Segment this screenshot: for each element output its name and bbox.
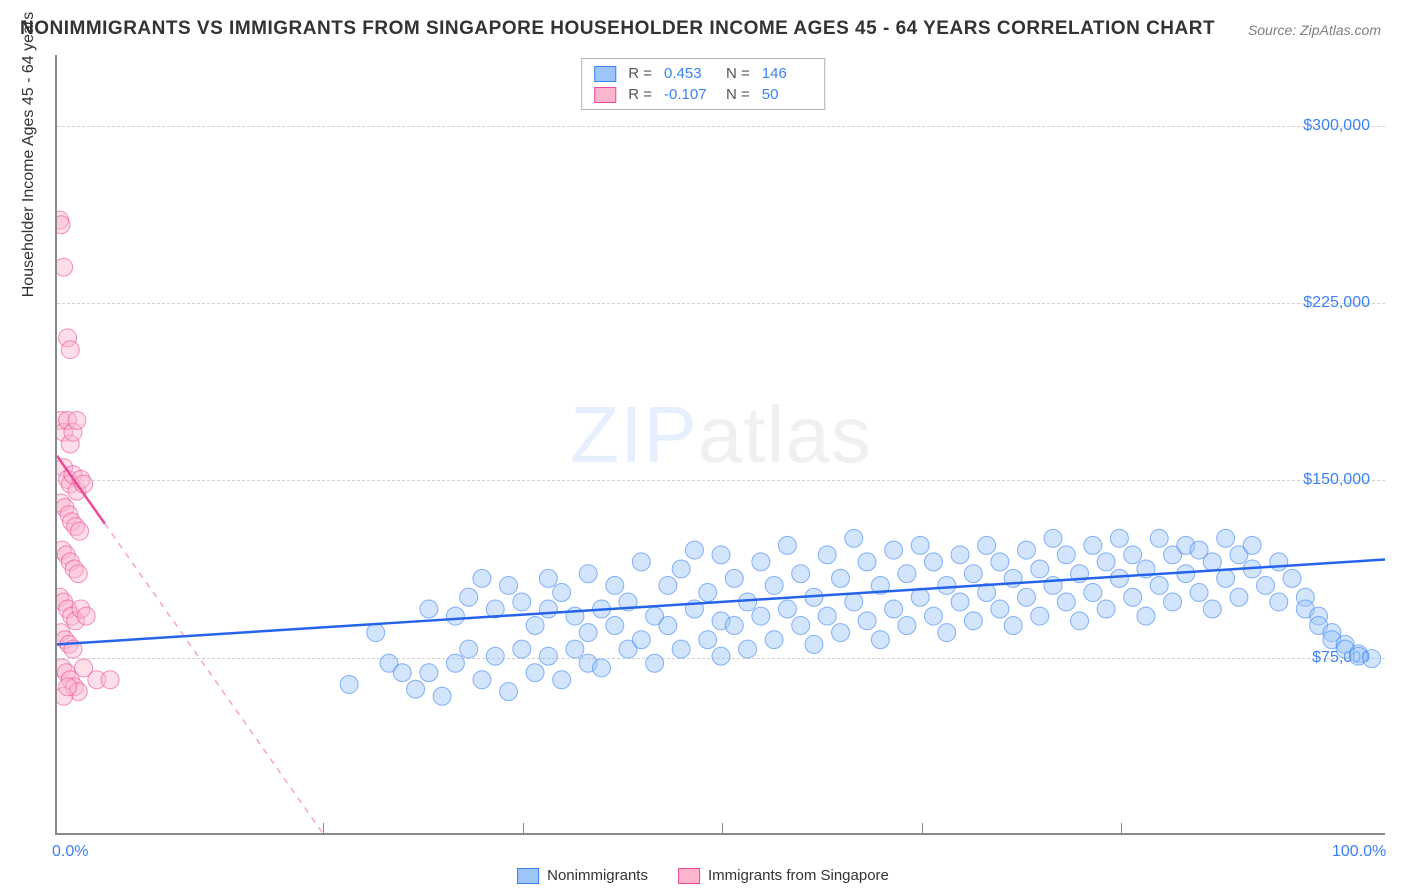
source-attribution: Source: ZipAtlas.com bbox=[1248, 22, 1381, 38]
n-value-2: 50 bbox=[762, 86, 812, 103]
n-label: N = bbox=[726, 65, 750, 82]
legend: Nonimmigrants Immigrants from Singapore bbox=[517, 867, 889, 884]
stats-row-2: R = -0.107 N = 50 bbox=[594, 84, 812, 105]
n-label-2: N = bbox=[726, 86, 750, 103]
plot-area: ZIPatlas $75,000$150,000$225,000$300,000… bbox=[55, 55, 1385, 835]
xtick-label: 100.0% bbox=[1332, 843, 1386, 861]
legend-item-2: Immigrants from Singapore bbox=[678, 867, 889, 884]
swatch-pink bbox=[594, 87, 616, 103]
r-label: R = bbox=[628, 65, 652, 82]
legend-item-1: Nonimmigrants bbox=[517, 867, 648, 884]
r-label-2: R = bbox=[628, 86, 652, 103]
chart-container: NONIMMIGRANTS VS IMMIGRANTS FROM SINGAPO… bbox=[0, 0, 1406, 892]
r-value-1: 0.453 bbox=[664, 65, 714, 82]
swatch-blue bbox=[594, 66, 616, 82]
n-value-1: 146 bbox=[762, 65, 812, 82]
legend-swatch-pink bbox=[678, 868, 700, 884]
plot-svg bbox=[57, 55, 1385, 833]
y-axis-label: Householder Income Ages 45 - 64 years bbox=[20, 12, 38, 298]
r-value-2: -0.107 bbox=[664, 86, 714, 103]
legend-swatch-blue bbox=[517, 868, 539, 884]
stats-row-1: R = 0.453 N = 146 bbox=[594, 63, 812, 84]
chart-title: NONIMMIGRANTS VS IMMIGRANTS FROM SINGAPO… bbox=[20, 18, 1215, 40]
legend-label-2: Immigrants from Singapore bbox=[708, 867, 889, 884]
xtick-label: 0.0% bbox=[52, 843, 88, 861]
legend-label-1: Nonimmigrants bbox=[547, 867, 648, 884]
stats-box: R = 0.453 N = 146 R = -0.107 N = 50 bbox=[581, 58, 825, 110]
